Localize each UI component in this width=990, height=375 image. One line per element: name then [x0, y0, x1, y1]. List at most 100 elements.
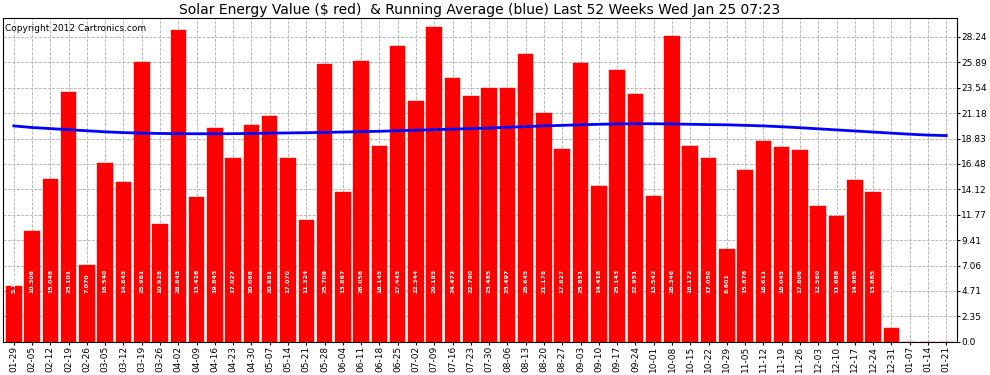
Text: 11.688: 11.688 [834, 269, 839, 293]
Text: 19.845: 19.845 [213, 269, 218, 293]
Text: 15.048: 15.048 [48, 269, 52, 293]
Text: 5.155: 5.155 [11, 273, 16, 293]
Text: 28.346: 28.346 [669, 269, 674, 293]
Bar [170, 30, 186, 342]
Text: 18.172: 18.172 [688, 269, 693, 293]
Bar [591, 186, 607, 342]
Bar [43, 179, 58, 342]
Bar [792, 150, 808, 342]
Bar [682, 146, 698, 342]
Bar [116, 182, 132, 342]
Bar [500, 88, 515, 342]
Text: 12.560: 12.560 [816, 269, 821, 293]
Bar [390, 45, 406, 342]
Bar [189, 197, 204, 342]
Text: 25.851: 25.851 [578, 269, 583, 293]
Bar [335, 192, 350, 342]
Text: 8.601: 8.601 [725, 273, 730, 293]
Bar [774, 147, 789, 342]
Text: 17.827: 17.827 [559, 269, 564, 293]
Bar [445, 78, 460, 342]
Bar [609, 70, 625, 342]
Bar [25, 231, 40, 342]
Bar [353, 60, 369, 342]
Text: 17.027: 17.027 [231, 269, 236, 293]
Text: 26.056: 26.056 [358, 269, 363, 293]
Text: 13.885: 13.885 [870, 269, 875, 293]
Text: 13.542: 13.542 [651, 269, 656, 293]
Bar [554, 149, 570, 342]
Text: 14.965: 14.965 [852, 269, 857, 293]
Text: 21.178: 21.178 [542, 269, 546, 293]
Bar [244, 125, 259, 342]
Bar [865, 192, 881, 342]
Bar [207, 128, 223, 342]
Bar [427, 27, 443, 342]
Bar [134, 62, 149, 342]
Bar [371, 146, 387, 342]
Bar [518, 54, 534, 342]
Text: 13.867: 13.867 [341, 269, 346, 293]
Text: 26.645: 26.645 [523, 269, 529, 293]
Text: 20.068: 20.068 [248, 269, 253, 293]
Text: 10.306: 10.306 [30, 269, 35, 293]
Bar [884, 328, 899, 342]
Bar [738, 170, 752, 342]
Bar [811, 206, 826, 342]
Text: 25.961: 25.961 [140, 269, 145, 293]
Text: 18.145: 18.145 [377, 269, 382, 293]
Bar [645, 196, 661, 342]
Bar [299, 219, 314, 342]
Bar [226, 158, 241, 342]
Text: 29.185: 29.185 [432, 269, 437, 293]
Text: 23.497: 23.497 [505, 269, 510, 293]
Text: 25.143: 25.143 [615, 269, 620, 293]
Text: 22.951: 22.951 [633, 269, 638, 293]
Text: 22.344: 22.344 [414, 269, 419, 293]
Text: 15.878: 15.878 [742, 269, 747, 293]
Bar [6, 286, 22, 342]
Text: 14.418: 14.418 [596, 269, 601, 293]
Title: Solar Energy Value ($ red)  & Running Average (blue) Last 52 Weeks Wed Jan 25 07: Solar Energy Value ($ red) & Running Ave… [179, 3, 780, 17]
Text: 23.101: 23.101 [66, 269, 71, 293]
Text: 13.428: 13.428 [194, 269, 199, 293]
Bar [317, 64, 333, 342]
Bar [280, 158, 296, 342]
Bar [847, 180, 862, 342]
Text: 7.070: 7.070 [84, 274, 89, 293]
Text: 20.881: 20.881 [267, 269, 272, 293]
Text: 17.050: 17.050 [706, 269, 711, 293]
Text: Copyright 2012 Cartronics.com: Copyright 2012 Cartronics.com [5, 24, 146, 33]
Bar [628, 94, 644, 342]
Text: 25.709: 25.709 [322, 269, 327, 293]
Bar [701, 158, 717, 342]
Bar [829, 216, 844, 342]
Bar [719, 249, 735, 342]
Text: 28.845: 28.845 [176, 269, 181, 293]
Bar [755, 141, 771, 342]
Bar [537, 113, 551, 342]
Text: 23.485: 23.485 [487, 269, 492, 293]
Bar [152, 224, 167, 342]
Text: 22.790: 22.790 [468, 269, 473, 293]
Text: 11.324: 11.324 [304, 269, 309, 293]
Text: 14.845: 14.845 [121, 269, 126, 293]
Bar [97, 163, 113, 342]
Text: 24.472: 24.472 [450, 269, 455, 293]
Bar [664, 36, 680, 342]
Text: 17.070: 17.070 [285, 269, 290, 293]
Text: 16.540: 16.540 [103, 269, 108, 293]
Bar [60, 92, 76, 342]
Bar [262, 116, 277, 342]
Text: 17.806: 17.806 [797, 269, 803, 293]
Text: 10.928: 10.928 [157, 269, 162, 293]
Text: 18.045: 18.045 [779, 269, 784, 293]
Text: 1.302: 1.302 [889, 273, 894, 293]
Text: 18.611: 18.611 [761, 269, 766, 293]
Bar [79, 266, 95, 342]
Bar [408, 100, 424, 342]
Bar [573, 63, 588, 342]
Bar [481, 88, 497, 342]
Text: 27.445: 27.445 [395, 269, 400, 293]
Bar [463, 96, 478, 342]
